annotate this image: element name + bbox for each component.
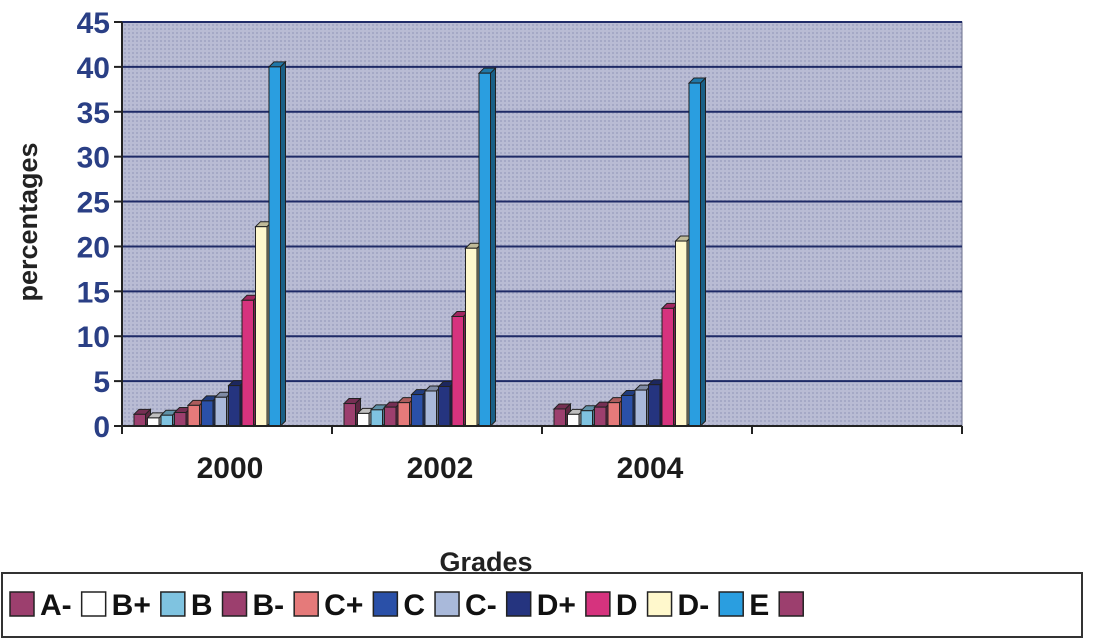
legend-swatch <box>648 592 672 616</box>
y-tick-label: 20 <box>77 231 110 264</box>
bar-front <box>452 316 464 426</box>
bar-front <box>608 403 620 426</box>
legend-swatch <box>82 592 106 616</box>
legend-label: D+ <box>537 589 576 622</box>
y-tick-label: 25 <box>77 187 110 220</box>
legend-swatch <box>719 592 743 616</box>
bar <box>269 62 286 426</box>
bar-front <box>479 73 491 426</box>
bar-front <box>344 404 356 426</box>
bar-front <box>635 390 647 426</box>
x-category-labels: 2000 2002 2004 <box>197 452 684 485</box>
bar-front <box>439 386 451 426</box>
bar-front <box>175 413 187 426</box>
x-category-label: 2004 <box>617 452 684 485</box>
bar-front <box>371 410 383 426</box>
bar-front <box>425 391 437 426</box>
legend-swatch <box>779 592 803 616</box>
bar-front <box>385 407 397 426</box>
bar-front <box>676 241 688 426</box>
bar-front <box>398 403 410 426</box>
legend-item <box>779 592 803 616</box>
y-tick-label: 15 <box>77 276 110 309</box>
bar-front <box>649 385 661 426</box>
legend-label: C- <box>465 589 497 622</box>
bar-front <box>568 414 580 426</box>
x-category-label: 2000 <box>197 452 264 485</box>
legend-swatch <box>10 592 34 616</box>
bar-front <box>215 397 227 426</box>
bar-front <box>229 386 241 426</box>
y-tick-label: 5 <box>93 366 110 399</box>
bar <box>479 68 496 426</box>
bar-front <box>188 405 200 426</box>
legend-swatch <box>161 592 185 616</box>
legend-label: B- <box>253 589 285 622</box>
legend-swatch <box>294 592 318 616</box>
y-tick-label: 40 <box>77 52 110 85</box>
y-tick-label: 45 <box>77 7 110 40</box>
legend-label: E <box>749 589 769 622</box>
bar-front <box>466 248 478 426</box>
bar <box>689 78 706 426</box>
bar-front <box>358 413 370 426</box>
bar-front <box>256 227 268 426</box>
y-tick-label: 10 <box>77 321 110 354</box>
bar-front <box>202 401 214 426</box>
bar-side <box>701 78 706 426</box>
x-category-label: 2002 <box>407 452 474 485</box>
legend-swatch <box>373 592 397 616</box>
legend-label: D <box>616 589 638 622</box>
bar-front <box>134 414 146 426</box>
y-tick-label: 0 <box>93 411 110 444</box>
legend-label: C+ <box>324 589 363 622</box>
legend-swatch <box>586 592 610 616</box>
bar-side <box>281 62 286 426</box>
bar-front <box>622 395 634 426</box>
bar-front <box>662 308 674 426</box>
y-tick-label: 30 <box>77 142 110 175</box>
legend-swatch <box>507 592 531 616</box>
bar-front <box>581 411 593 426</box>
y-tick-label: 35 <box>77 97 110 130</box>
bar-side <box>491 68 496 426</box>
legend-swatch <box>435 592 459 616</box>
legend-label: B <box>191 589 213 622</box>
legend: A- B+ B B- C+ C C- D+ D D- E <box>10 589 803 622</box>
bar-front <box>148 418 160 426</box>
y-tick-labels: 0 5 10 15 20 25 30 35 40 45 <box>77 7 110 444</box>
bar-front <box>554 409 566 426</box>
legend-label: B+ <box>112 589 151 622</box>
legend-label: A- <box>40 589 72 622</box>
y-axis-title: percentages <box>13 142 43 301</box>
legend-swatch <box>223 592 247 616</box>
bar-front <box>689 83 701 426</box>
bar-front <box>269 67 281 426</box>
legend-label: D- <box>678 589 710 622</box>
legend-label: C <box>403 589 425 622</box>
bar-front <box>161 415 173 426</box>
bar-front <box>595 407 607 426</box>
bar-front <box>242 300 254 426</box>
bar-front <box>412 395 424 426</box>
